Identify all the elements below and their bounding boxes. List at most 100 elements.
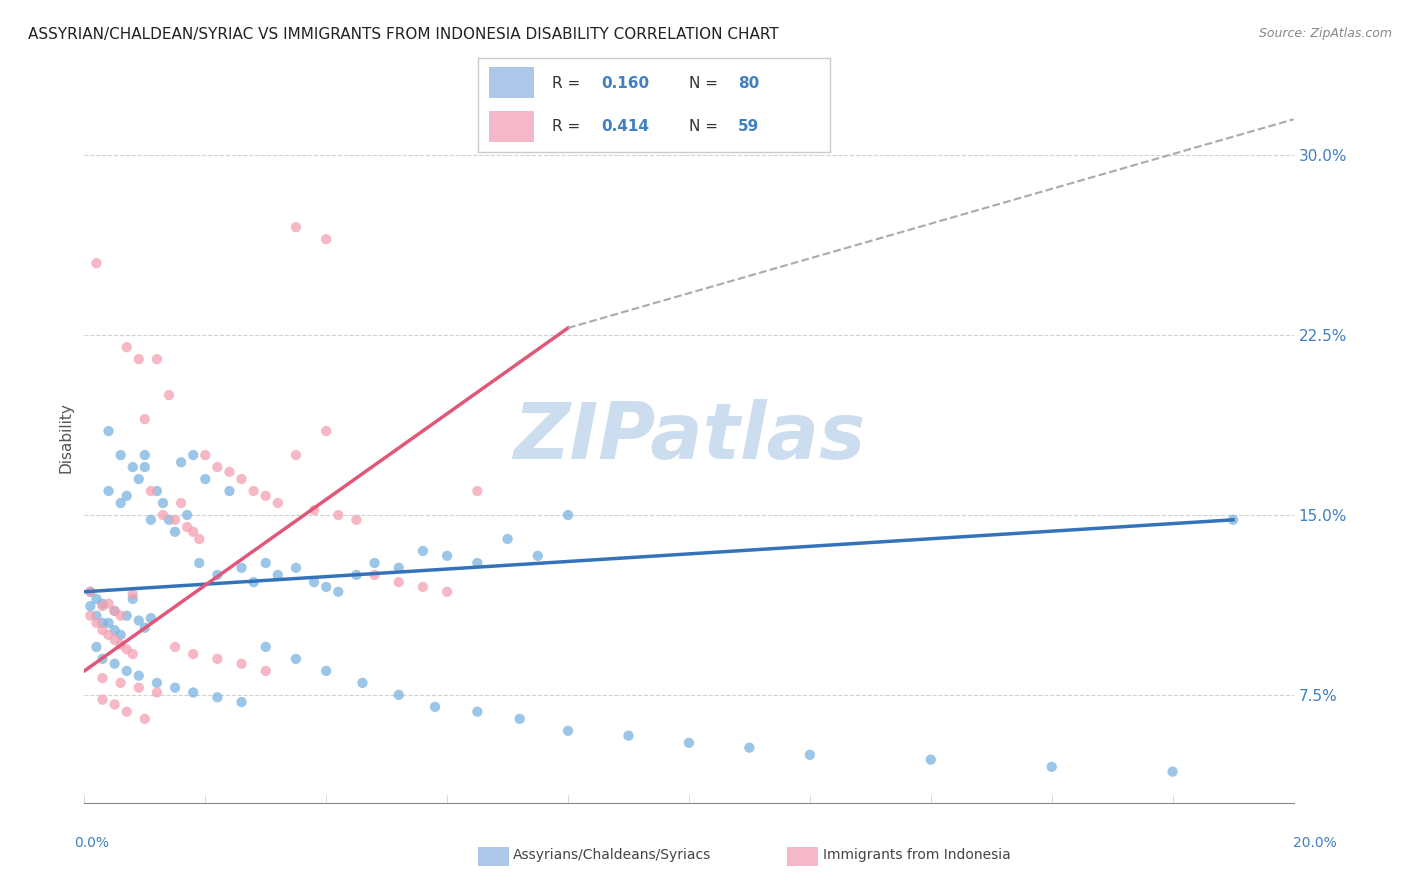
Point — [86, 615, 108, 630]
Point — [163, 513, 186, 527]
Point — [104, 698, 127, 712]
Point — [557, 723, 579, 738]
Point — [218, 483, 240, 498]
Point — [194, 472, 217, 486]
Point — [139, 611, 162, 625]
Point — [121, 460, 143, 475]
Point — [436, 584, 458, 599]
Point — [115, 642, 138, 657]
Point — [388, 575, 411, 590]
Point — [315, 424, 337, 438]
Point — [163, 524, 186, 539]
Point — [388, 561, 411, 575]
Point — [352, 676, 374, 690]
Point — [231, 657, 253, 671]
Point — [97, 483, 120, 498]
Point — [104, 632, 127, 647]
Point — [242, 575, 264, 590]
Point — [363, 568, 385, 582]
Point — [920, 753, 942, 767]
Point — [181, 647, 204, 661]
Point — [526, 549, 548, 563]
Point — [218, 465, 240, 479]
Point — [86, 608, 108, 623]
Point — [110, 448, 132, 462]
Point — [328, 508, 350, 522]
Text: 20.0%: 20.0% — [1292, 836, 1337, 850]
Point — [121, 587, 143, 601]
Point — [115, 608, 138, 623]
Point — [104, 657, 127, 671]
Point — [139, 513, 162, 527]
Point — [436, 549, 458, 563]
Point — [91, 671, 114, 685]
Point — [799, 747, 821, 762]
Text: Source: ZipAtlas.com: Source: ZipAtlas.com — [1258, 27, 1392, 40]
Point — [181, 448, 204, 462]
Point — [134, 621, 156, 635]
Point — [91, 652, 114, 666]
Point — [97, 424, 120, 438]
Point — [315, 580, 337, 594]
Point — [194, 448, 217, 462]
Point — [176, 520, 198, 534]
Point — [254, 556, 277, 570]
Text: Immigrants from Indonesia: Immigrants from Indonesia — [823, 847, 1011, 862]
Point — [86, 256, 108, 270]
Y-axis label: Disability: Disability — [58, 401, 73, 473]
Text: 0.0%: 0.0% — [75, 836, 108, 850]
Point — [181, 685, 204, 699]
Point — [146, 483, 169, 498]
Point — [302, 575, 325, 590]
Point — [134, 460, 156, 475]
Point — [284, 220, 308, 235]
Point — [110, 676, 132, 690]
Point — [97, 628, 120, 642]
Text: R =: R = — [551, 119, 585, 134]
Point — [412, 544, 434, 558]
Point — [91, 615, 114, 630]
Point — [423, 699, 446, 714]
Point — [163, 681, 186, 695]
Point — [97, 615, 120, 630]
Point — [1222, 513, 1244, 527]
Point — [110, 638, 132, 652]
Point — [128, 681, 150, 695]
Point — [328, 584, 350, 599]
Point — [302, 503, 325, 517]
Point — [163, 640, 186, 654]
Point — [157, 513, 180, 527]
Point — [284, 652, 308, 666]
Point — [152, 496, 174, 510]
Point — [284, 448, 308, 462]
Point — [128, 669, 150, 683]
Point — [79, 599, 101, 614]
Point — [110, 608, 132, 623]
Point — [509, 712, 531, 726]
Text: N =: N = — [689, 76, 723, 91]
Point — [128, 472, 150, 486]
Text: ZIPatlas: ZIPatlas — [513, 399, 865, 475]
Point — [678, 736, 700, 750]
Bar — [489, 112, 534, 142]
Point — [134, 412, 156, 426]
Point — [207, 460, 229, 475]
Point — [110, 496, 132, 510]
Point — [115, 489, 138, 503]
Point — [134, 712, 156, 726]
Point — [467, 705, 489, 719]
Point — [231, 695, 253, 709]
Point — [346, 568, 368, 582]
Point — [91, 597, 114, 611]
Point — [170, 455, 193, 469]
Point — [176, 508, 198, 522]
Point — [1161, 764, 1184, 779]
Point — [388, 688, 411, 702]
Point — [157, 388, 180, 402]
Point — [146, 676, 169, 690]
Point — [79, 608, 101, 623]
Point — [188, 532, 211, 546]
Text: N =: N = — [689, 119, 723, 134]
Point — [115, 340, 138, 354]
Point — [115, 705, 138, 719]
